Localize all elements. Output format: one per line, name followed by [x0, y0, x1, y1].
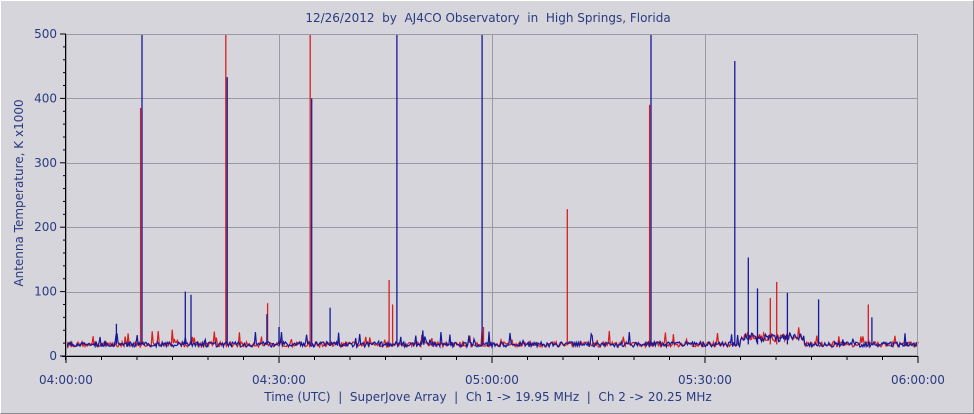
x-axis-caption: Time (UTC) | SuperJove Array | Ch 1 -> 1… [264, 390, 712, 404]
y-tick-label: 0 [49, 349, 57, 363]
chart-title: 12/26/2012 by AJ4CO Observatory in High … [305, 11, 671, 25]
x-tick-label: 05:00:00 [465, 373, 519, 387]
y-tick-label: 100 [34, 285, 57, 299]
y-tick-label: 400 [34, 91, 57, 105]
y-tick-label: 200 [34, 220, 57, 234]
x-tick-label: 04:00:00 [39, 373, 93, 387]
series-2-trace [65, 330, 919, 350]
x-tick-label: 06:00:00 [891, 373, 945, 387]
x-tick-label: 04:30:00 [252, 373, 306, 387]
x-tick-label: 05:30:00 [678, 373, 732, 387]
y-tick-label: 500 [34, 27, 57, 41]
y-tick-label: 300 [34, 156, 57, 170]
plot-border [66, 34, 918, 356]
